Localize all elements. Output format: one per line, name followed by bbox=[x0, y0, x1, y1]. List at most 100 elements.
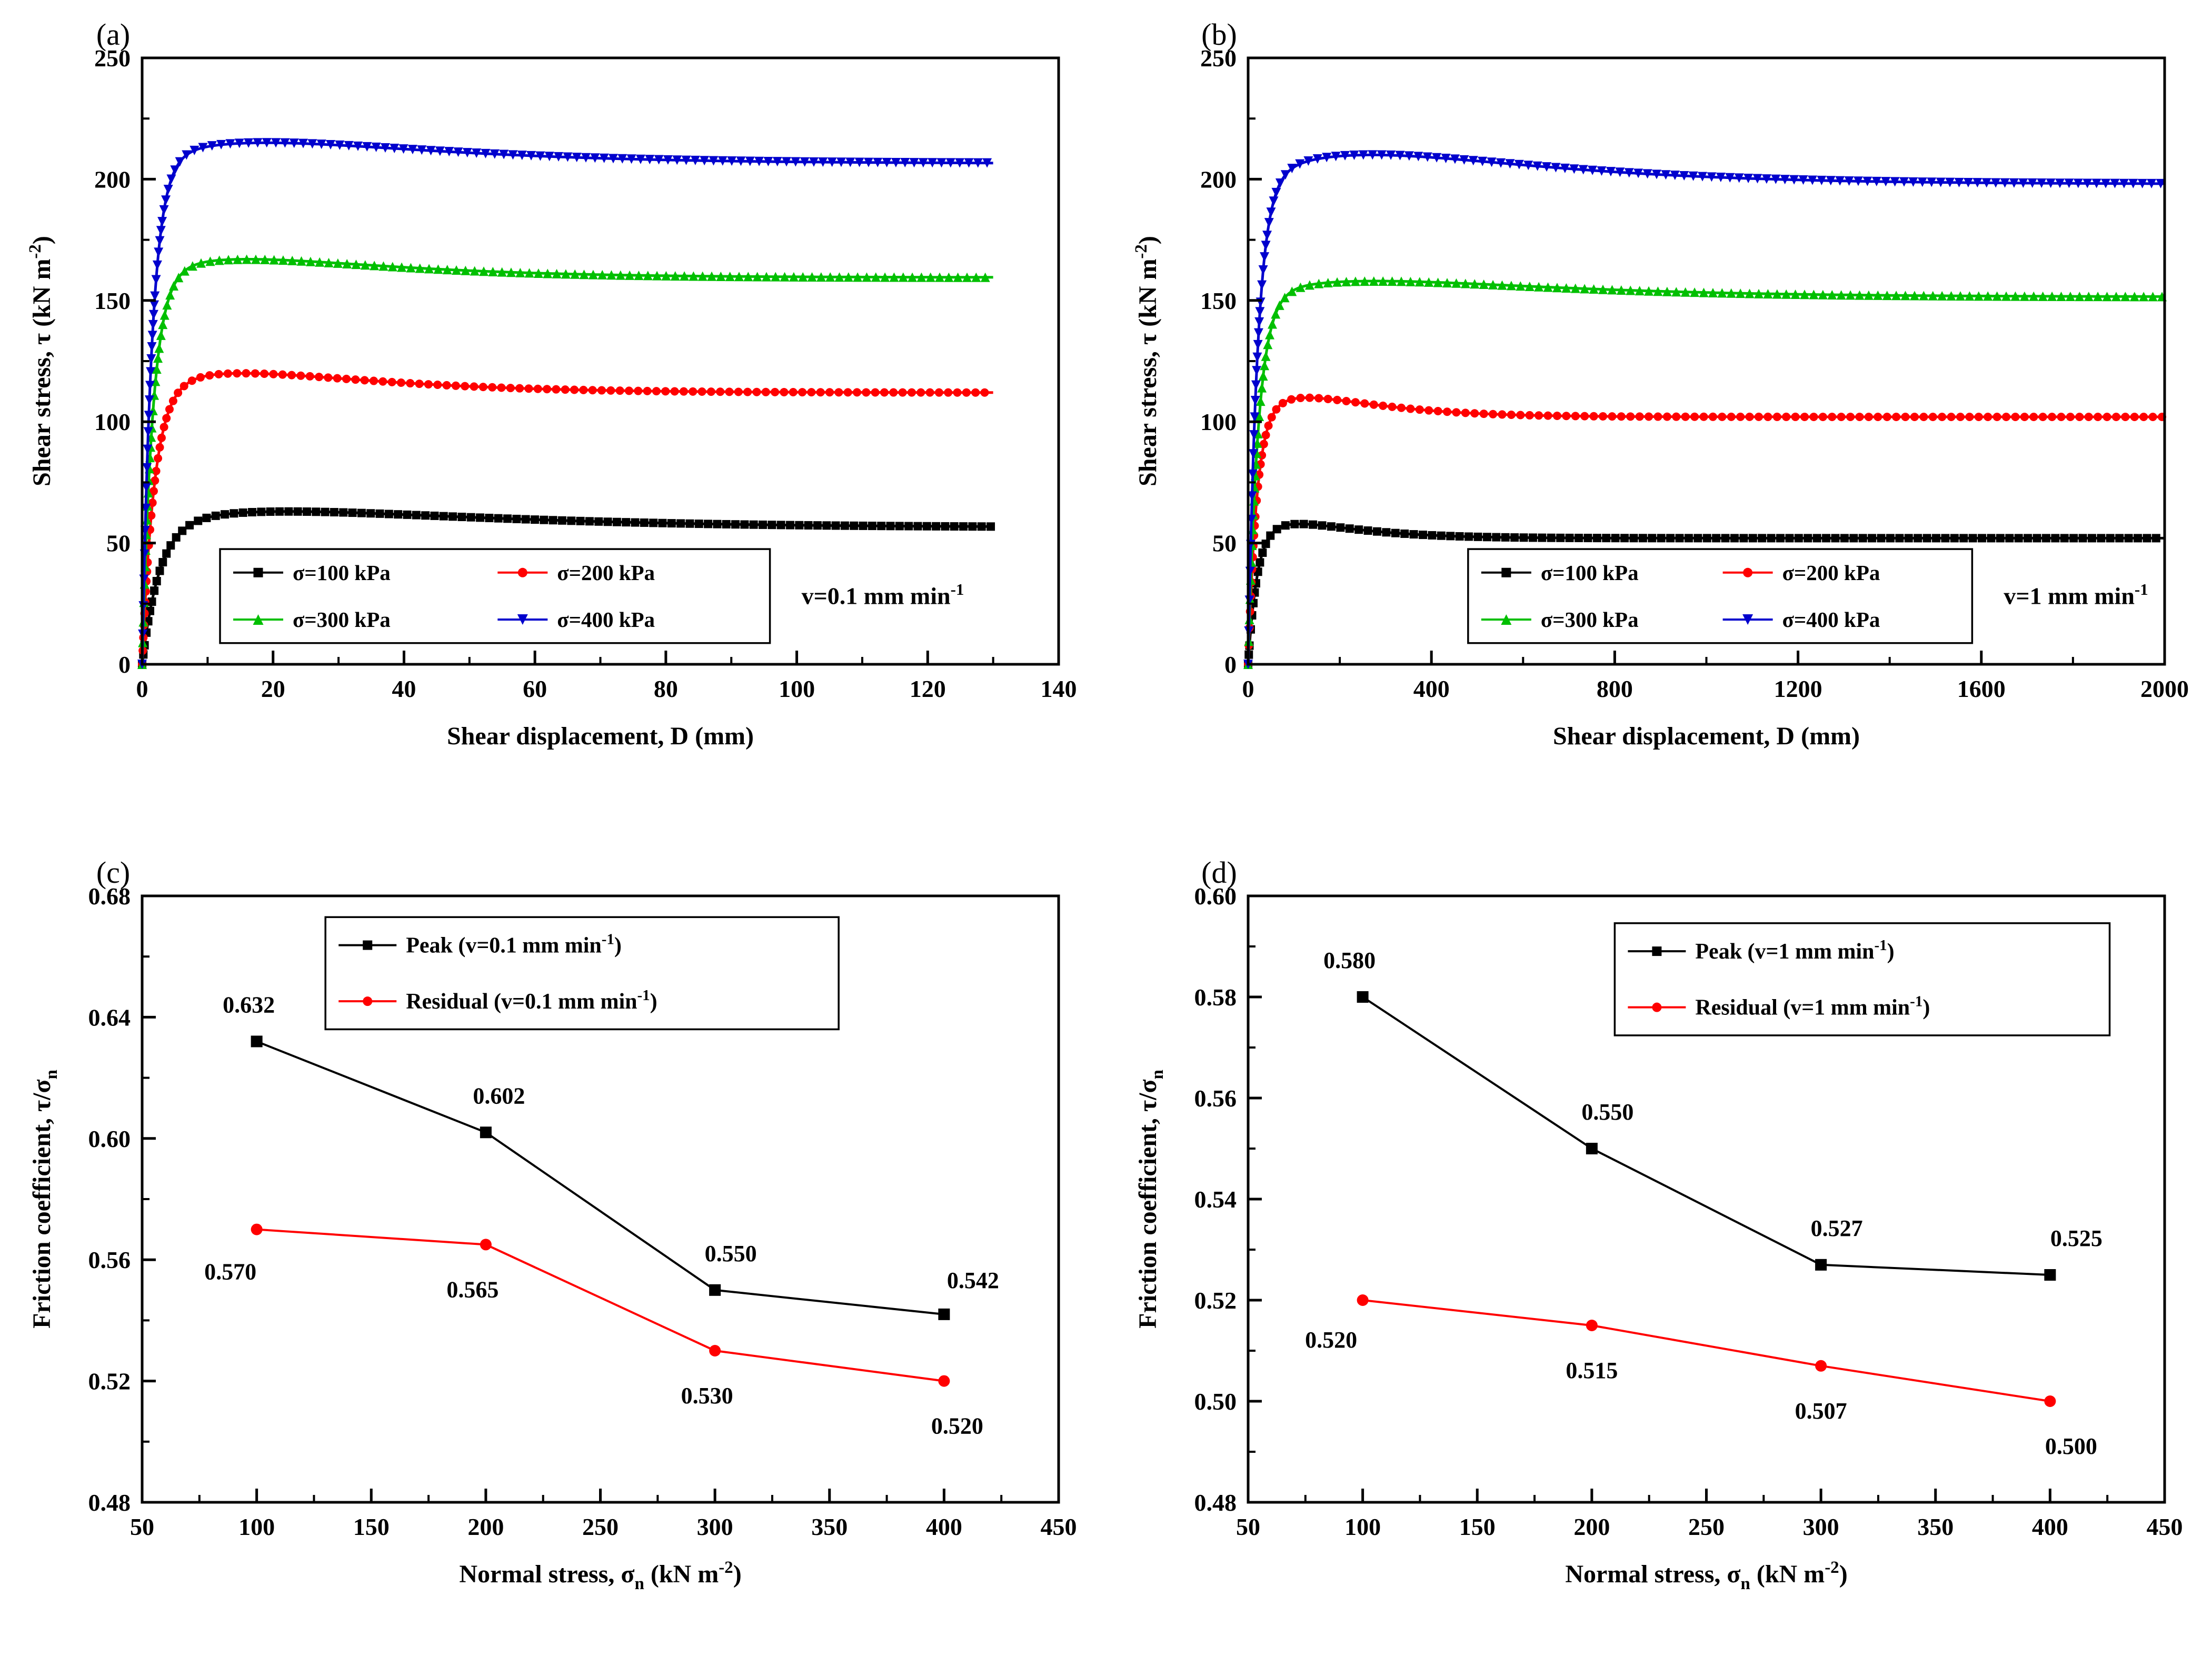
x-tick-label: 450 bbox=[1041, 1513, 1077, 1540]
x-tick-label: 250 bbox=[582, 1513, 619, 1540]
x-tick-label: 40 bbox=[392, 675, 416, 702]
x-tick-label: 300 bbox=[697, 1513, 733, 1540]
y-tick-label: 200 bbox=[94, 166, 131, 193]
y-axis-label: Friction coefficient, τ/σn bbox=[1134, 1070, 1167, 1329]
panel-a: 0 20 40 60 80 100 120 140 0 50 100 150 200 250 Shear d… bbox=[0, 0, 1106, 838]
x-tick-label: 200 bbox=[1573, 1513, 1610, 1540]
y-tick-label: 150 bbox=[1200, 287, 1237, 314]
point-label: 0.570 bbox=[204, 1259, 256, 1285]
legend-label: σ=100 kPa bbox=[1541, 561, 1639, 585]
legend-label: σ=200 kPa bbox=[1782, 561, 1880, 585]
point-label: 0.632 bbox=[223, 992, 275, 1017]
y-axis-label: Shear stress, τ (kN m-2) bbox=[26, 236, 56, 486]
series-1 bbox=[251, 1223, 950, 1387]
axis-ticks: 0 400 800 1200 1600 2000 0 50 100 150 200 250 bbox=[1200, 45, 2189, 702]
y-tick-label: 0.48 bbox=[88, 1489, 131, 1516]
panel-letter: (d) bbox=[1201, 855, 1237, 890]
x-tick-label: 1200 bbox=[1774, 675, 1822, 702]
point-label: 0.520 bbox=[1305, 1327, 1357, 1353]
panel-b: 0 400 800 1200 1600 2000 0 50 100 150 200 250 Shear … bbox=[1106, 0, 2212, 838]
point-label: 0.602 bbox=[473, 1083, 525, 1109]
panel-c: 0.632 0.602 0.550 0.542 0.570 0.565 0.530 0.520… bbox=[0, 838, 1106, 1676]
point-label: 0.525 bbox=[2050, 1225, 2103, 1251]
x-tick-label: 300 bbox=[1803, 1513, 1839, 1540]
x-tick-label: 350 bbox=[811, 1513, 848, 1540]
x-tick-label: 400 bbox=[926, 1513, 962, 1540]
series-3 bbox=[1243, 150, 2166, 669]
y-axis-label: Friction coefficient, τ/σn bbox=[28, 1070, 61, 1329]
y-axis-label: Shear stress, τ (kN m-2) bbox=[1132, 236, 1162, 486]
legend-label: σ=200 kPa bbox=[557, 561, 655, 585]
y-tick-label: 0.60 bbox=[1194, 883, 1237, 910]
x-tick-label: 60 bbox=[523, 675, 547, 702]
y-tick-label: 0.54 bbox=[1194, 1186, 1237, 1213]
x-axis-label: Shear displacement, D (mm) bbox=[447, 722, 754, 750]
velocity-annotation: v=1 mm min-1 bbox=[2004, 580, 2148, 610]
point-label: 0.520 bbox=[931, 1413, 983, 1439]
series-1 bbox=[138, 369, 993, 669]
y-tick-label: 100 bbox=[1200, 408, 1237, 435]
x-tick-label: 50 bbox=[1236, 1513, 1260, 1540]
y-tick-label: 150 bbox=[94, 287, 131, 314]
y-tick-label: 0.48 bbox=[1194, 1489, 1237, 1516]
point-label: 0.507 bbox=[1795, 1398, 1847, 1424]
series-3 bbox=[137, 138, 993, 669]
legend: σ=100 kPa σ=200 kPa σ=300 kPa σ=400 kPa bbox=[1467, 548, 1974, 644]
series-2 bbox=[1243, 276, 2167, 669]
panel-letter: (b) bbox=[1201, 17, 1237, 52]
y-tick-label: 200 bbox=[1200, 166, 1237, 193]
x-tick-label: 140 bbox=[1041, 675, 1077, 702]
legend-label: σ=300 kPa bbox=[1541, 607, 1639, 632]
point-label: 0.527 bbox=[1811, 1215, 1863, 1241]
chart-svg-a: 0 20 40 60 80 100 120 140 0 50 100 150 200 250 Shear d… bbox=[26, 17, 1077, 750]
x-tick-label: 1600 bbox=[1957, 675, 2006, 702]
x-tick-label: 800 bbox=[1597, 675, 1633, 702]
y-tick-label: 0.52 bbox=[88, 1368, 131, 1395]
chart-svg-c: 0.6320.6020.5500.5420.5700.5650.5300.520… bbox=[28, 855, 1077, 1593]
x-tick-label: 0 bbox=[136, 675, 148, 702]
x-axis-label: Shear displacement, D (mm) bbox=[1553, 722, 1860, 750]
y-tick-label: 0.56 bbox=[1194, 1085, 1237, 1112]
point-label: 0.530 bbox=[681, 1383, 733, 1409]
point-label: 0.550 bbox=[705, 1241, 757, 1266]
x-tick-label: 150 bbox=[353, 1513, 390, 1540]
y-tick-label: 0 bbox=[118, 651, 131, 678]
point-labels-1: 0.520 0.515 0.507 0.500 bbox=[1305, 1327, 2097, 1459]
y-tick-label: 0.64 bbox=[88, 1004, 131, 1031]
panel-letter: (c) bbox=[96, 855, 130, 890]
series-0 bbox=[138, 507, 995, 669]
y-tick-label: 0.68 bbox=[88, 883, 131, 910]
series-1 bbox=[1244, 393, 2167, 669]
legend-label: σ=300 kPa bbox=[293, 607, 391, 632]
point-labels-0: 0.632 0.602 0.550 0.542 bbox=[223, 992, 999, 1293]
legend: Peak (v=0.1 mm min-1) Residual (v=0.1 mm … bbox=[324, 916, 840, 1031]
axis-ticks: 0 20 40 60 80 100 120 140 0 50 100 150 200 250 bbox=[94, 45, 1077, 702]
panel-letter: (a) bbox=[96, 17, 130, 52]
panel-d: 0.580 0.550 0.527 0.525 0.520 0.515 0.507 0.500… bbox=[1106, 838, 2212, 1676]
legend: Peak (v=1 mm min-1) Residual (v=1 mm min-… bbox=[1613, 922, 2111, 1036]
y-tick-label: 0.52 bbox=[1194, 1287, 1237, 1314]
series-0 bbox=[1357, 991, 2056, 1281]
chart-svg-b: 0 400 800 1200 1600 2000 0 50 100 150 200 250 Shear … bbox=[1132, 17, 2189, 750]
x-tick-label: 350 bbox=[1917, 1513, 1954, 1540]
x-tick-label: 2000 bbox=[2140, 675, 2189, 702]
axis-ticks: 50 100 150 200 250 300 350 400 450 0.48 0.52 0.56 0.… bbox=[88, 883, 1077, 1540]
y-tick-label: 250 bbox=[1200, 45, 1237, 72]
y-tick-label: 250 bbox=[94, 45, 131, 72]
y-tick-label: 0.50 bbox=[1194, 1388, 1237, 1415]
legend-label: σ=100 kPa bbox=[293, 561, 391, 585]
legend-label: Residual (v=0.1 mm min-1) bbox=[406, 987, 657, 1014]
y-tick-label: 0.60 bbox=[88, 1125, 131, 1152]
series-0 bbox=[1244, 520, 2165, 669]
x-tick-label: 400 bbox=[2032, 1513, 2068, 1540]
point-label: 0.580 bbox=[1323, 947, 1376, 973]
x-tick-label: 400 bbox=[1413, 675, 1450, 702]
point-labels-0: 0.580 0.550 0.527 0.525 bbox=[1323, 947, 2103, 1251]
axis-ticks: 50 100 150 200 250 300 350 400 450 0.48 0.50 0.52 0.… bbox=[1194, 883, 2183, 1540]
legend-label: σ=400 kPa bbox=[1782, 607, 1880, 632]
x-tick-label: 100 bbox=[779, 675, 815, 702]
legend-label: σ=400 kPa bbox=[557, 607, 655, 632]
y-tick-label: 50 bbox=[1212, 530, 1237, 557]
